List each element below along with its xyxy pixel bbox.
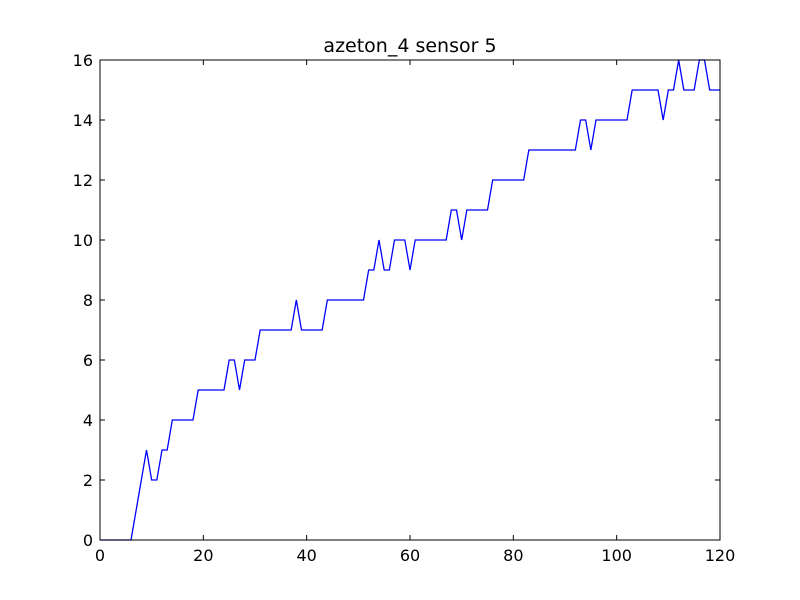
x-tick-label: 60 — [400, 546, 420, 565]
x-tick-label: 20 — [193, 546, 213, 565]
y-tick-label: 2 — [83, 471, 93, 490]
x-tick-label: 40 — [296, 546, 316, 565]
y-tick-label: 16 — [73, 51, 93, 70]
y-tick-label: 0 — [83, 531, 93, 550]
y-tick-label: 4 — [83, 411, 93, 430]
x-tick-label: 100 — [601, 546, 632, 565]
chart-title: azeton_4 sensor 5 — [323, 35, 496, 57]
y-tick-label: 8 — [83, 291, 93, 310]
y-tick-label: 6 — [83, 351, 93, 370]
y-tick-label: 10 — [73, 231, 93, 250]
x-tick-label: 80 — [503, 546, 523, 565]
y-tick-label: 14 — [73, 111, 93, 130]
x-tick-label: 0 — [95, 546, 105, 565]
y-tick-label: 12 — [73, 171, 93, 190]
plot-area: 0 20 40 60 80 100 120 0 2 4 6 8 10 12 14 16 — [73, 51, 736, 565]
series-line-0 — [100, 59, 720, 541]
x-tick-label: 120 — [705, 546, 736, 565]
